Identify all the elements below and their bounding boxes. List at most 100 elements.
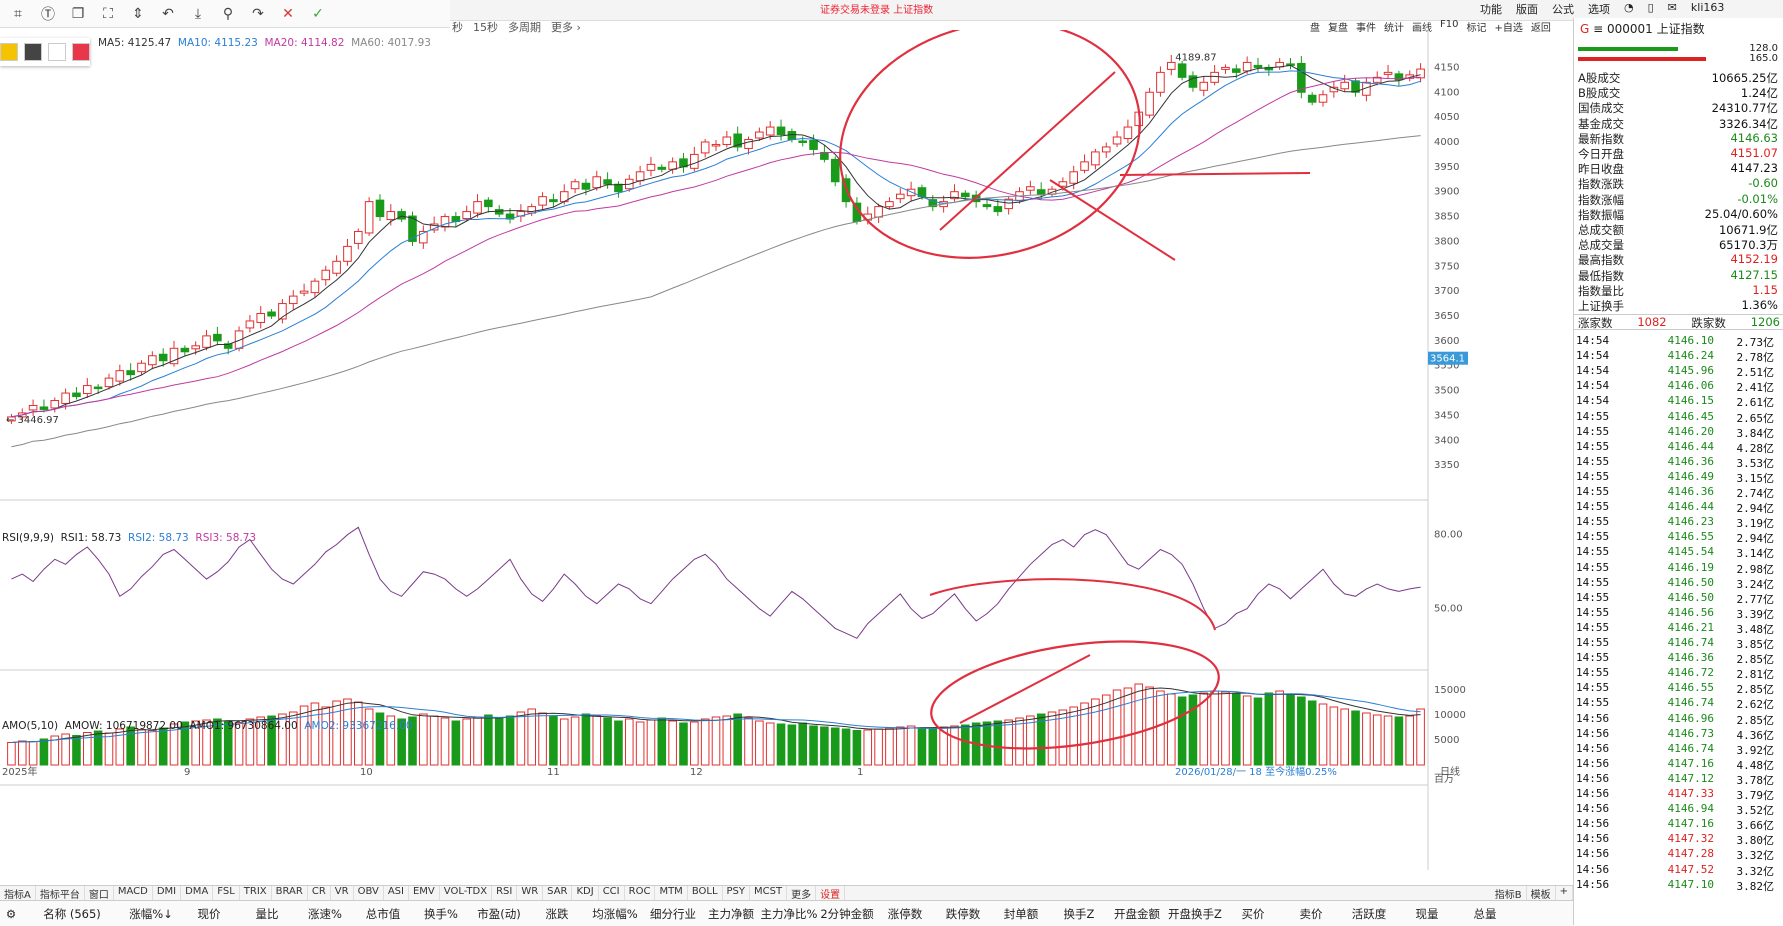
rm-item[interactable]: 复盘 <box>1328 23 1348 34</box>
indicator-tab[interactable]: 模板 <box>1527 886 1556 901</box>
column-header[interactable]: 涨停数 <box>887 906 923 921</box>
copy-icon[interactable]: ❐ <box>71 5 85 22</box>
indicator-tab[interactable]: KDJ <box>572 886 599 901</box>
screenshot-icon[interactable]: ⌗ <box>14 5 22 22</box>
indicator-tab[interactable]: PSY <box>723 886 751 901</box>
indicator-tab[interactable]: ASI <box>384 886 409 901</box>
indicator-tab[interactable]: 指标A <box>0 886 36 901</box>
column-header[interactable]: 总量 <box>1473 906 1497 921</box>
rm-item[interactable]: +自选 <box>1494 23 1523 34</box>
period-tab[interactable]: 多周期 <box>508 21 541 34</box>
quote-row: 指数量比 1.15 <box>1578 283 1778 299</box>
indicator-tab[interactable]: VR <box>331 886 354 901</box>
indicator-tab[interactable]: RSI <box>492 886 518 901</box>
column-header[interactable]: 涨速% <box>308 906 342 921</box>
tick-time: 14:55 <box>1576 681 1610 695</box>
color-swatch[interactable] <box>24 43 42 61</box>
column-header[interactable]: 涨跌 <box>545 906 569 921</box>
text-icon[interactable]: Ⓣ <box>41 6 55 23</box>
undo-icon[interactable]: ↶ <box>162 5 174 22</box>
column-header[interactable]: 买价 <box>1241 906 1265 921</box>
column-header[interactable]: 开盘换手Z <box>1168 906 1222 921</box>
period-tab[interactable]: 15秒 <box>473 21 498 34</box>
column-header[interactable]: 主力净额 <box>708 906 754 921</box>
mail-icon[interactable]: ✉ <box>1667 1 1677 14</box>
column-header[interactable]: 细分行业 <box>650 906 696 921</box>
menu-item[interactable]: 功能 <box>1480 3 1502 16</box>
column-header[interactable]: 活跃度 <box>1351 906 1387 921</box>
menu-item[interactable]: 选项 <box>1588 3 1610 16</box>
column-header[interactable]: 市盈(动) <box>477 906 521 921</box>
indicator-tab[interactable]: CCI <box>599 886 625 901</box>
indicator-tab[interactable]: TRIX <box>240 886 272 901</box>
color-swatch[interactable] <box>0 43 18 61</box>
rm-item[interactable]: 统计 <box>1384 23 1404 34</box>
kline-chart[interactable]: 3350 3400 3450 3500 3550 3600 3650 3700 3750 3800… <box>0 30 1573 885</box>
rm-item[interactable]: 事件 <box>1356 23 1376 34</box>
rm-item[interactable]: 返回 <box>1530 23 1551 34</box>
column-header[interactable]: 换手Z <box>1063 906 1095 921</box>
close-icon[interactable]: ✕ <box>282 5 294 22</box>
indicator-tab[interactable]: DMA <box>181 886 214 901</box>
amo-bar <box>1069 706 1079 766</box>
amo-bar <box>1340 708 1349 766</box>
column-header[interactable]: 封单额 <box>1003 906 1039 921</box>
x-tick-label: 12 <box>690 767 703 778</box>
column-header[interactable]: 主力净比% <box>760 906 818 921</box>
pin-icon[interactable]: ⚲ <box>222 5 234 22</box>
indicator-tab[interactable]: MACD <box>114 886 153 901</box>
annotation-circle <box>930 640 1220 750</box>
indicator-tab[interactable]: SAR <box>543 886 573 901</box>
column-header[interactable]: 换手% <box>424 906 458 921</box>
indicator-tab[interactable]: CR <box>308 886 331 901</box>
indicator-tab[interactable]: MCST <box>750 886 788 901</box>
user-name[interactable]: kli163 <box>1690 1 1725 14</box>
rm-item[interactable]: 画线 <box>1412 23 1432 34</box>
column-header[interactable]: 2分钟金额 <box>820 906 874 921</box>
resize-icon[interactable]: ⇕ <box>132 5 144 22</box>
check-icon[interactable]: ✓ <box>312 5 324 22</box>
column-header[interactable]: 跌停数 <box>945 906 981 921</box>
color-swatch[interactable] <box>48 43 66 61</box>
rm-item[interactable]: 标记 <box>1466 23 1487 34</box>
phone-icon[interactable]: ▯ <box>1647 1 1654 14</box>
period-tab[interactable]: 秒 <box>452 21 463 34</box>
column-header[interactable]: 现价 <box>197 906 221 921</box>
column-header[interactable]: 均涨幅% <box>592 906 638 921</box>
column-header[interactable]: 现量 <box>1415 906 1439 921</box>
menu-item[interactable]: 版面 <box>1516 3 1538 16</box>
indicator-tab[interactable]: WR <box>517 886 544 901</box>
column-header[interactable]: 量比 <box>255 906 279 921</box>
indicator-tab[interactable]: MTM <box>655 886 688 901</box>
indicator-tab[interactable]: EMV <box>409 886 440 901</box>
indicator-tab[interactable]: 更多 <box>787 886 817 901</box>
indicator-tab[interactable]: + <box>1556 886 1573 901</box>
indicator-tab[interactable]: 指标B <box>1491 886 1527 901</box>
column-header[interactable]: 名称 (565) <box>43 906 101 921</box>
indicator-tab[interactable]: FSL <box>213 886 240 901</box>
indicator-tab[interactable]: BRAR <box>272 886 308 901</box>
rm-item[interactable]: 盘 <box>1310 23 1320 34</box>
save-icon[interactable]: ⤓ <box>194 5 202 22</box>
gear-icon[interactable]: ⚙ <box>5 906 17 921</box>
select-icon[interactable]: ⛶ <box>103 5 113 22</box>
indicator-tab[interactable]: 指标平台 <box>36 886 85 901</box>
indicator-tab[interactable]: DMI <box>153 886 182 901</box>
column-header[interactable]: 卖价 <box>1299 906 1323 921</box>
candle-body <box>961 192 970 198</box>
color-swatch[interactable] <box>72 43 90 61</box>
indicator-tab[interactable]: 设置 <box>816 886 846 901</box>
redo-icon[interactable]: ↷ <box>252 5 264 22</box>
indicator-tab[interactable]: OBV <box>354 886 384 901</box>
rm-item[interactable]: F10 <box>1440 19 1459 30</box>
menu-item[interactable]: 公式 <box>1552 3 1574 16</box>
headset-icon[interactable]: ◔ <box>1624 1 1634 14</box>
column-header[interactable]: 总市值 <box>365 906 401 921</box>
column-header[interactable]: 涨幅%↓ <box>129 906 173 921</box>
indicator-tab[interactable]: VOL-TDX <box>440 886 493 901</box>
indicator-tab[interactable]: ROC <box>625 886 656 901</box>
column-header[interactable]: 开盘金额 <box>1114 906 1160 921</box>
indicator-tab[interactable]: 窗口 <box>85 886 114 901</box>
indicator-tab[interactable]: BOLL <box>688 886 723 901</box>
period-tab[interactable]: 更多 › <box>551 21 581 34</box>
